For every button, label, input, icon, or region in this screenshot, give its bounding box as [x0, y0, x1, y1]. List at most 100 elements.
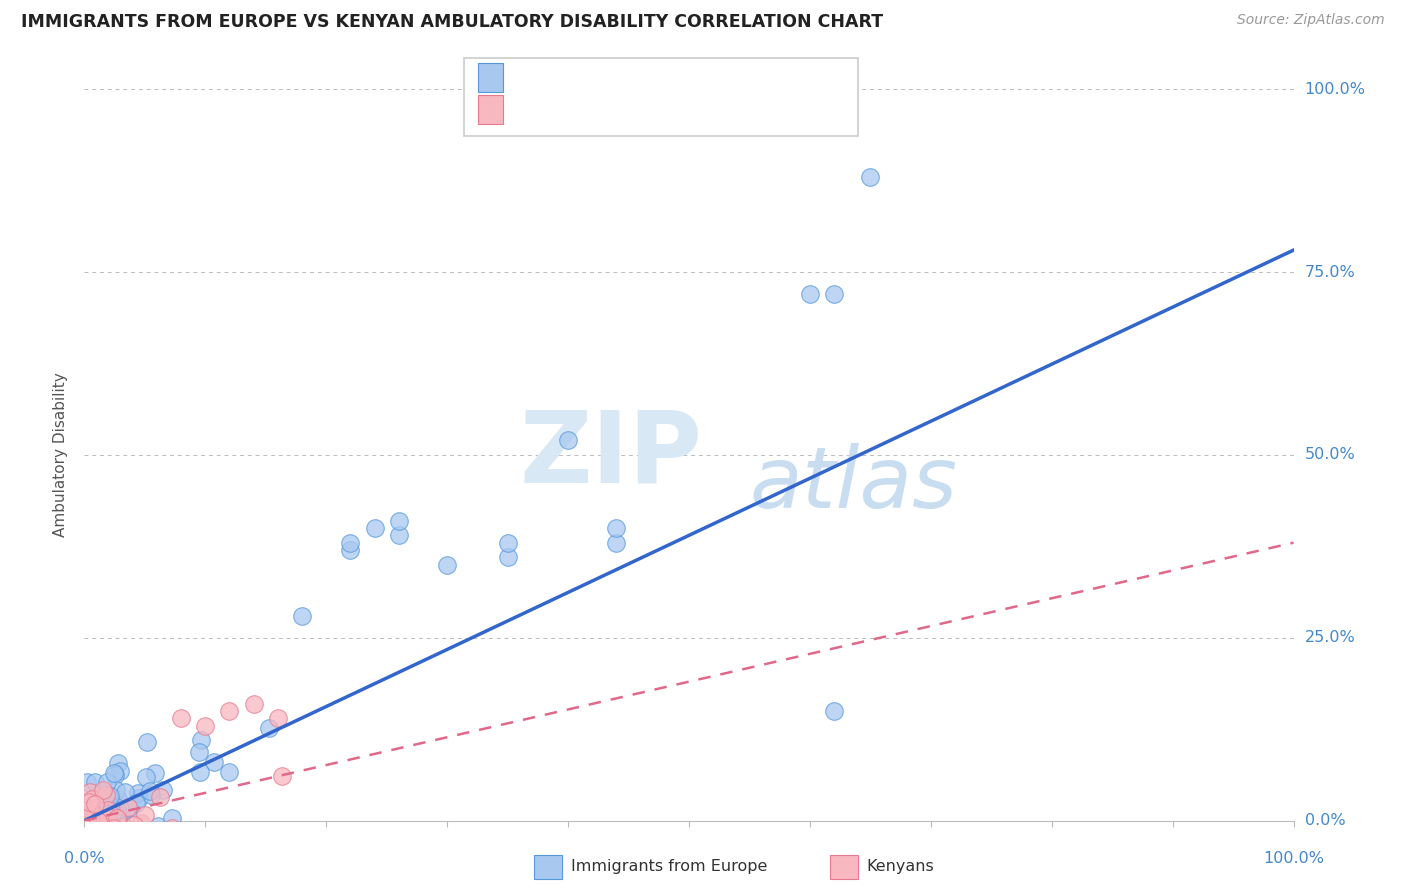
Text: Immigrants from Europe: Immigrants from Europe — [571, 859, 768, 873]
Point — [91, 785, 114, 799]
Point — [291, 608, 314, 623]
Point — [87, 821, 110, 835]
Point — [162, 811, 184, 825]
Point — [605, 535, 627, 549]
Point — [83, 812, 105, 826]
Point — [98, 789, 121, 804]
Point — [89, 805, 111, 819]
Point — [93, 816, 115, 830]
Text: R =  0.464    N = 40: R = 0.464 N = 40 — [512, 101, 693, 119]
Point — [270, 769, 292, 783]
Point — [160, 821, 183, 835]
Point — [170, 711, 193, 725]
Text: R =  0.817    N = 66: R = 0.817 N = 66 — [512, 69, 693, 87]
Point — [103, 821, 125, 835]
Text: IMMIGRANTS FROM EUROPE VS KENYAN AMBULATORY DISABILITY CORRELATION CHART: IMMIGRANTS FROM EUROPE VS KENYAN AMBULAT… — [21, 13, 883, 31]
Point — [84, 797, 107, 811]
Point — [114, 785, 136, 799]
Point — [84, 821, 107, 835]
Point — [76, 801, 98, 815]
Point — [111, 820, 134, 834]
Point — [128, 790, 150, 805]
Point — [96, 828, 118, 842]
Point — [823, 287, 845, 301]
Point — [94, 789, 117, 803]
Point — [107, 811, 129, 825]
Point — [91, 783, 114, 797]
Point — [339, 543, 361, 558]
Point — [218, 704, 240, 718]
Point — [80, 792, 103, 806]
Point — [75, 804, 97, 818]
Point — [557, 434, 579, 448]
Point — [339, 535, 361, 549]
Point — [117, 799, 139, 814]
Text: atlas: atlas — [749, 442, 957, 525]
Text: 0.0%: 0.0% — [1305, 814, 1346, 828]
Point — [107, 756, 129, 770]
Y-axis label: Ambulatory Disability: Ambulatory Disability — [53, 373, 69, 537]
Point — [436, 558, 458, 572]
Point — [87, 814, 110, 828]
Point — [122, 818, 145, 832]
Point — [152, 783, 174, 797]
Point — [77, 812, 100, 826]
Point — [105, 803, 128, 817]
Point — [79, 802, 101, 816]
Point — [104, 767, 127, 781]
Point — [107, 792, 129, 806]
Point — [101, 792, 124, 806]
Point — [104, 782, 127, 797]
Point — [86, 828, 108, 842]
Point — [823, 704, 845, 718]
Point — [80, 828, 103, 842]
Point — [103, 828, 125, 842]
Point — [96, 796, 118, 810]
Point — [496, 535, 519, 549]
Point — [135, 770, 157, 784]
Point — [131, 815, 153, 830]
Point — [363, 521, 385, 535]
Text: 50.0%: 50.0% — [1305, 448, 1355, 462]
Point — [77, 828, 100, 842]
Point — [388, 514, 411, 528]
Point — [190, 765, 212, 780]
Point — [77, 795, 100, 809]
Point — [75, 821, 97, 835]
Point — [96, 807, 118, 822]
Point — [75, 821, 97, 835]
Point — [146, 819, 169, 833]
Point — [84, 816, 107, 830]
Text: 100.0%: 100.0% — [1263, 851, 1324, 866]
Point — [135, 735, 157, 749]
Point — [103, 766, 125, 780]
Point — [218, 764, 240, 779]
Point — [143, 765, 166, 780]
Text: Kenyans: Kenyans — [866, 859, 934, 873]
Point — [87, 814, 110, 828]
Point — [134, 808, 156, 822]
Point — [127, 786, 149, 800]
Point — [605, 521, 627, 535]
Point — [79, 785, 101, 799]
Point — [190, 732, 212, 747]
Point — [80, 818, 103, 832]
Text: 0.0%: 0.0% — [65, 851, 104, 866]
Point — [138, 784, 160, 798]
Point — [103, 804, 125, 818]
Point — [118, 801, 141, 815]
Point — [202, 755, 225, 769]
Point — [149, 790, 172, 805]
Point — [84, 775, 107, 789]
Point — [83, 809, 105, 823]
Point — [97, 810, 120, 824]
Point — [82, 815, 104, 830]
Point — [89, 826, 111, 840]
Point — [94, 816, 117, 830]
Text: ZIP: ZIP — [520, 407, 703, 503]
Point — [108, 764, 131, 778]
Text: 75.0%: 75.0% — [1305, 265, 1355, 279]
Point — [76, 775, 98, 789]
Point — [111, 818, 134, 832]
Point — [76, 821, 98, 835]
